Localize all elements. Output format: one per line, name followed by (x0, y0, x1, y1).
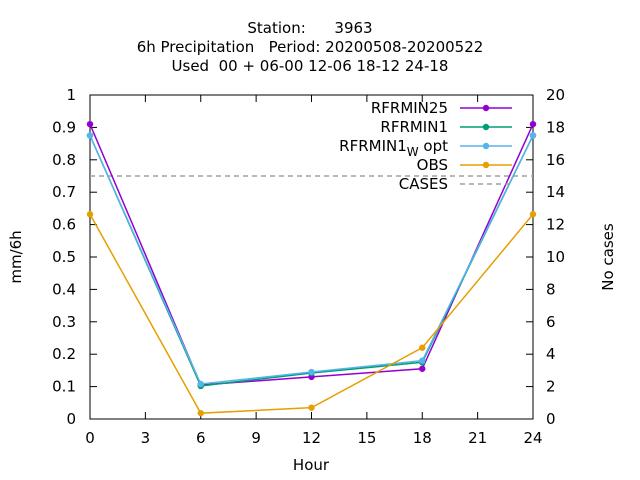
y2-axis-label: No cases (599, 223, 617, 291)
y2-tick-label: 0 (546, 410, 556, 428)
y-tick-label: 0 (66, 410, 76, 428)
series-line (89, 123, 534, 386)
data-point (197, 380, 204, 388)
x-tick-label: 6 (196, 429, 206, 447)
legend-label: CASES (399, 175, 448, 193)
x-axis-label: Hour (293, 456, 330, 474)
series-lines (86, 120, 537, 417)
data-point (308, 368, 315, 376)
y-tick-label: 0.9 (52, 118, 76, 136)
y2-tick-label: 6 (546, 313, 556, 331)
x-tick-label: 15 (357, 429, 376, 447)
y-tick-label: 0.6 (52, 216, 76, 234)
x-tick-label: 18 (413, 429, 432, 447)
y-axis: 0 0.1 0.2 0.3 0.4 0.5 0.6 0.7 0.8 0.9 1 (52, 86, 97, 428)
data-point (529, 211, 537, 218)
data-point (529, 132, 537, 139)
x-tick-label: 21 (468, 429, 487, 447)
legend-marker (482, 123, 490, 131)
y2-tick-label: 16 (546, 151, 565, 169)
x-tick-label: 12 (302, 429, 321, 447)
legend-marker (482, 104, 490, 112)
data-point (86, 120, 94, 128)
y-tick-label: 0.8 (52, 151, 76, 169)
legend-marker (482, 142, 490, 150)
x-axis: 0 3 6 9 12 15 18 21 24 (85, 95, 543, 447)
y2-tick-label: 12 (546, 216, 565, 234)
y2-tick-label: 20 (546, 86, 565, 104)
legend-label: RFRMIN1 (380, 118, 448, 136)
data-point (86, 211, 94, 218)
legend-label: OBS (417, 156, 448, 174)
x-tick-label: 3 (141, 429, 151, 447)
y-tick-label: 0.5 (52, 248, 76, 266)
data-point (197, 409, 204, 417)
y-axis-label: mm/6h (7, 230, 25, 283)
y2-tick-label: 4 (546, 345, 556, 363)
x-tick-label: 9 (251, 429, 261, 447)
data-point (529, 120, 537, 128)
data-point (419, 365, 426, 372)
y-tick-label: 0.7 (52, 183, 76, 201)
x-tick-label: 0 (85, 429, 95, 447)
series-line (89, 135, 534, 385)
data-point (419, 344, 426, 351)
title-line-1: Station: 3963 (247, 19, 372, 37)
data-point (308, 404, 315, 411)
y-tick-label: 0.4 (52, 280, 76, 298)
legend-label: RFRMIN1W opt (339, 137, 448, 159)
y2-tick-label: 18 (546, 118, 565, 136)
series-line (89, 135, 534, 387)
chart-title: Station: 3963 6h Precipitation Period: 2… (137, 19, 484, 75)
y2-axis: 0 2 4 6 8 10 12 14 16 18 20 (526, 86, 565, 428)
data-point (419, 357, 426, 364)
y2-tick-label: 8 (546, 280, 556, 298)
y-tick-label: 1 (66, 86, 76, 104)
y-tick-label: 0.3 (52, 313, 76, 331)
data-point (86, 132, 94, 139)
y-tick-label: 0.1 (52, 378, 76, 396)
y2-tick-label: 10 (546, 248, 565, 266)
y2-tick-label: 14 (546, 183, 565, 201)
y2-tick-label: 2 (546, 378, 556, 396)
legend-label: RFRMIN25 (371, 99, 448, 117)
y-tick-label: 0.2 (52, 345, 76, 363)
title-line-2: 6h Precipitation Period: 20200508-202005… (137, 38, 484, 56)
legend-marker (482, 161, 490, 169)
title-line-3: Used 00 + 06-00 12-06 18-12 24-18 (172, 57, 449, 75)
series-line (89, 213, 534, 414)
x-tick-label: 24 (523, 429, 542, 447)
